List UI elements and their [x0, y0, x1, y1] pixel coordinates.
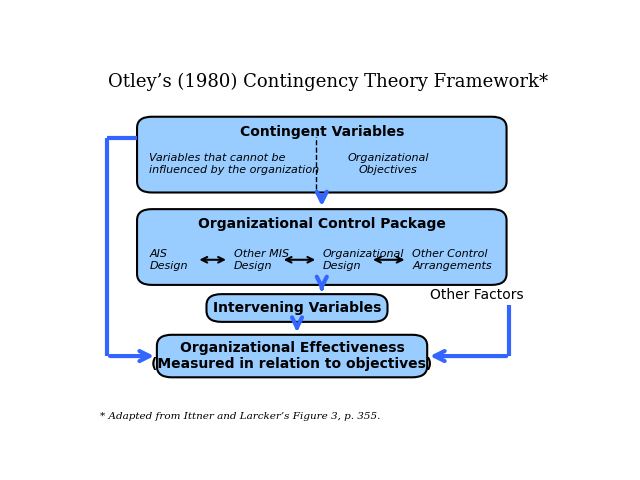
FancyBboxPatch shape	[137, 209, 507, 285]
Text: Variables that cannot be
influenced by the organization: Variables that cannot be influenced by t…	[150, 153, 319, 175]
Text: Other Control
Arrangements: Other Control Arrangements	[412, 249, 492, 271]
Text: Other MIS
Design: Other MIS Design	[234, 249, 289, 271]
Text: Organizational Effectiveness
(Measured in relation to objectives): Organizational Effectiveness (Measured i…	[152, 341, 433, 371]
Text: Other Factors: Other Factors	[430, 288, 524, 301]
Text: Contingent Variables: Contingent Variables	[239, 125, 404, 139]
FancyBboxPatch shape	[157, 335, 428, 377]
Text: Organizational
Design: Organizational Design	[323, 249, 404, 271]
Text: Organizational Control Package: Organizational Control Package	[198, 217, 445, 231]
FancyBboxPatch shape	[137, 117, 507, 192]
Text: Organizational
Objectives: Organizational Objectives	[348, 153, 429, 175]
Text: Otley’s (1980) Contingency Theory Framework*: Otley’s (1980) Contingency Theory Framew…	[108, 72, 548, 91]
Text: * Adapted from Ittner and Larcker’s Figure 3, p. 355.: * Adapted from Ittner and Larcker’s Figu…	[100, 412, 380, 421]
Text: AIS
Design: AIS Design	[150, 249, 188, 271]
FancyBboxPatch shape	[207, 294, 388, 322]
Text: Intervening Variables: Intervening Variables	[213, 301, 381, 315]
